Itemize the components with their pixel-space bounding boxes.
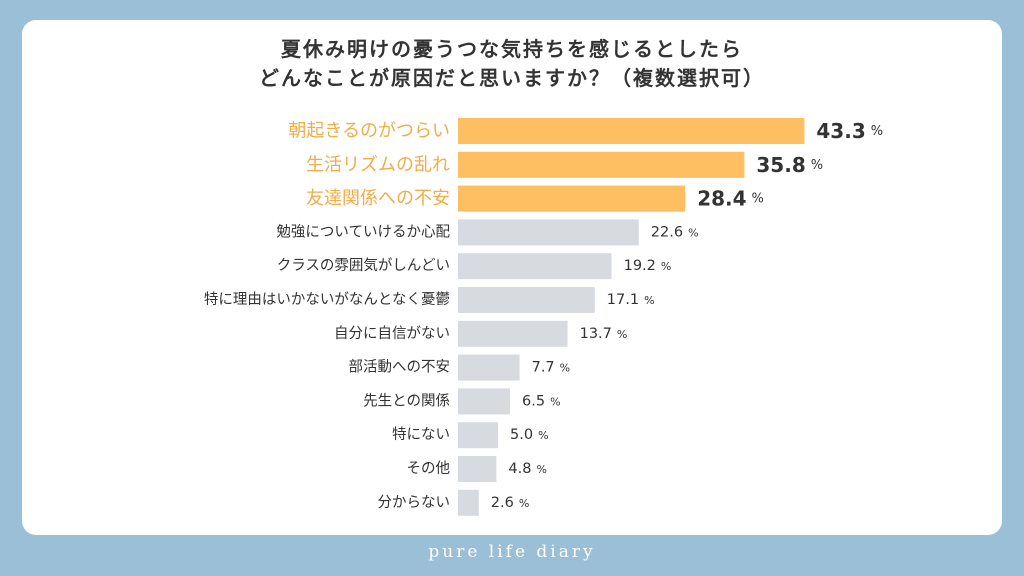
bar bbox=[458, 388, 510, 415]
value-label: 6.5% bbox=[522, 393, 561, 409]
chart-title-line-1: 夏休み明けの憂うつな気持ちを感じるとしたら bbox=[281, 37, 743, 61]
value-label: 7.7% bbox=[532, 360, 571, 376]
value-label: 13.7% bbox=[580, 326, 628, 342]
bar bbox=[458, 354, 520, 381]
category-label: 分からない bbox=[378, 494, 451, 511]
category-label: その他 bbox=[407, 460, 451, 477]
value-label: 19.2% bbox=[624, 258, 672, 274]
category-label: 特に理由はいかないがなんとなく憂鬱 bbox=[204, 291, 450, 308]
bar bbox=[458, 287, 595, 313]
bar bbox=[458, 489, 479, 516]
category-label: クラスの雰囲気がしんどい bbox=[277, 257, 450, 274]
bar bbox=[458, 320, 568, 347]
bar bbox=[458, 118, 805, 144]
category-label: 友達関係への不安 bbox=[306, 188, 450, 209]
value-label: 5.0% bbox=[510, 427, 549, 443]
bar bbox=[458, 219, 639, 246]
category-label: 朝起きるのがつらい bbox=[288, 121, 450, 142]
bar bbox=[458, 151, 745, 178]
category-label: 特にない bbox=[392, 426, 450, 443]
category-label: 勉強についていけるか心配 bbox=[276, 223, 450, 240]
chart-title-line-2: どんなことが原因だと思いますか？（複数選択可） bbox=[259, 66, 765, 90]
bar bbox=[458, 253, 612, 280]
category-label: 自分に自信がない bbox=[334, 325, 450, 342]
bar bbox=[458, 185, 686, 212]
category-label: 生活リズムの乱れ bbox=[306, 154, 450, 175]
value-label: 4.8% bbox=[508, 461, 547, 477]
value-label: 28.4% bbox=[697, 187, 764, 211]
value-label: 43.3% bbox=[816, 119, 883, 143]
value-label: 35.8% bbox=[756, 153, 823, 177]
value-label: 2.6% bbox=[491, 495, 530, 511]
bar bbox=[458, 456, 497, 482]
value-label: 22.6% bbox=[651, 224, 699, 240]
bar bbox=[458, 422, 498, 449]
category-label: 部活動への不安 bbox=[349, 359, 451, 376]
category-label: 先生との関係 bbox=[363, 392, 450, 409]
value-label: 17.1% bbox=[607, 292, 655, 308]
footer-brand: pure life diary bbox=[428, 542, 596, 562]
